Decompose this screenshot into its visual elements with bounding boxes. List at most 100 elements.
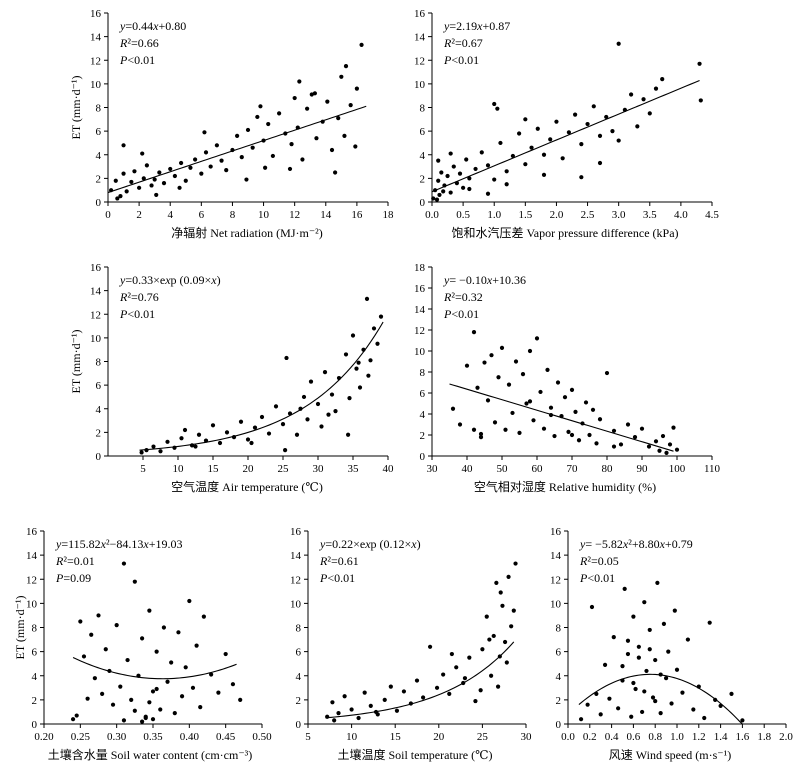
data-point xyxy=(513,359,519,364)
y-tick-label: 2 xyxy=(556,695,562,707)
data-point xyxy=(129,179,134,185)
data-point xyxy=(541,172,547,177)
x-tick-label: 4 xyxy=(167,209,173,221)
data-point xyxy=(183,178,188,183)
data-point xyxy=(294,432,300,437)
data-point xyxy=(368,358,373,363)
y-tick-label: 6 xyxy=(296,647,302,659)
x-axis-label: 土壤温度 Soil temperature (℃) xyxy=(337,747,492,762)
data-point xyxy=(498,590,503,595)
data-point xyxy=(266,121,271,127)
data-point xyxy=(590,407,596,412)
x-tick-label: 30 xyxy=(313,463,325,475)
y-tick-label: 6 xyxy=(96,380,102,392)
data-point xyxy=(342,694,347,699)
x-tick-label: 0.6 xyxy=(627,731,641,743)
data-point xyxy=(141,176,146,181)
y-tick-label: 12 xyxy=(290,574,301,586)
y-tick-label: 4 xyxy=(32,671,38,683)
y-tick-label: 0 xyxy=(32,719,38,731)
data-point xyxy=(597,160,603,166)
y-tick-label: 12 xyxy=(26,574,37,586)
data-point xyxy=(308,379,314,384)
data-point xyxy=(223,651,228,657)
y-tick-label: 10 xyxy=(414,346,426,358)
y-tick-label: 0 xyxy=(296,719,302,731)
data-point xyxy=(152,177,157,182)
x-axis-label: 空气温度 Air temperature (℃) xyxy=(171,479,323,494)
y-tick-label: 4 xyxy=(556,671,562,683)
data-point xyxy=(150,689,156,694)
data-point xyxy=(441,189,446,194)
data-point xyxy=(527,399,533,404)
data-point xyxy=(347,396,352,401)
data-point xyxy=(451,164,456,169)
data-point xyxy=(560,156,565,161)
data-point xyxy=(566,429,571,434)
data-point xyxy=(653,698,658,704)
data-point xyxy=(292,95,297,101)
data-point xyxy=(602,662,608,667)
data-point xyxy=(312,91,317,96)
data-point xyxy=(579,142,584,147)
y-tick-label: 8 xyxy=(420,367,426,379)
data-point xyxy=(447,691,452,696)
data-point xyxy=(664,676,669,681)
y-tick-label: 14 xyxy=(290,550,302,562)
data-point xyxy=(436,158,441,163)
r-squared-label: R²=0.32 xyxy=(443,290,483,304)
data-point xyxy=(414,678,420,683)
x-tick-label: 1.5 xyxy=(518,209,532,221)
data-point xyxy=(125,657,130,663)
data-point xyxy=(566,130,571,135)
data-point xyxy=(503,427,508,432)
data-point xyxy=(552,433,557,439)
y-tick-label: 2 xyxy=(96,173,102,185)
y-tick-label: 18 xyxy=(414,262,426,274)
data-point xyxy=(511,608,516,613)
data-point xyxy=(535,126,540,131)
data-point xyxy=(348,103,353,108)
data-point xyxy=(193,157,198,162)
fit-curve xyxy=(139,321,384,451)
data-point xyxy=(471,427,477,432)
data-point xyxy=(342,133,347,138)
data-point xyxy=(454,665,459,670)
data-point xyxy=(495,106,500,111)
x-tick-label: 0.5 xyxy=(456,209,470,221)
data-point xyxy=(179,160,184,166)
data-point xyxy=(669,701,674,706)
y-tick-label: 14 xyxy=(26,550,38,562)
data-point xyxy=(691,707,696,712)
data-point xyxy=(622,586,627,592)
y-tick-label: 8 xyxy=(96,357,102,369)
data-point xyxy=(707,620,712,625)
data-point xyxy=(121,143,126,148)
x-tick-label: 2.5 xyxy=(581,209,595,221)
data-point xyxy=(140,636,145,641)
data-point xyxy=(534,336,540,341)
y-tick-label: 14 xyxy=(414,304,426,316)
y-tick-label: 16 xyxy=(414,8,426,20)
data-point xyxy=(674,667,680,672)
data-point xyxy=(187,598,192,604)
y-tick-label: 10 xyxy=(26,598,38,610)
data-point xyxy=(139,450,144,455)
data-point xyxy=(176,630,181,635)
x-tick-label: 25 xyxy=(278,463,290,475)
x-tick-label: 14 xyxy=(320,209,332,221)
data-point xyxy=(498,140,503,146)
data-point xyxy=(284,355,289,361)
x-tick-label: 2 xyxy=(136,209,142,221)
y-tick-label: 2 xyxy=(32,695,38,707)
data-point xyxy=(149,183,154,188)
data-point xyxy=(482,360,487,365)
data-point xyxy=(578,717,584,722)
y-tick-label: 16 xyxy=(90,8,102,20)
data-point xyxy=(644,668,649,674)
data-point xyxy=(499,345,505,350)
data-point xyxy=(322,370,328,375)
data-point xyxy=(129,697,134,702)
data-point xyxy=(475,385,480,390)
data-point xyxy=(448,151,453,156)
